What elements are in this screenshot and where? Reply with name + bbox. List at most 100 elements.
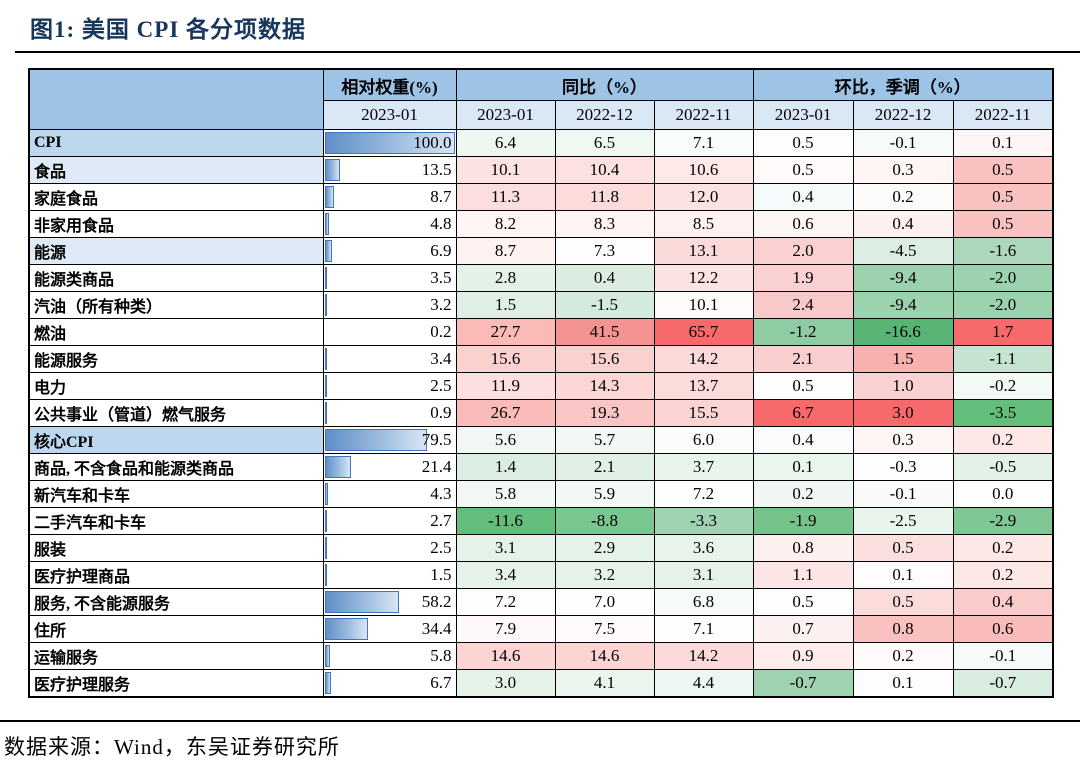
weight-value: 21.4 <box>421 457 452 476</box>
weight-value: 1.5 <box>430 565 452 584</box>
table-row: 二手汽车和卡车 2.7 -11.6 -8.8 -3.3 -1.9 -2.5 -2.9 <box>28 507 1054 535</box>
row-label: 服务, 不含能源服务 <box>28 588 324 616</box>
weight-bar <box>324 672 332 694</box>
weight-value: 2.5 <box>430 538 452 557</box>
value-cell: 7.0 <box>554 588 655 616</box>
weight-value: 6.9 <box>430 241 452 260</box>
value-cell: -1.9 <box>752 507 854 535</box>
value-cell: 0.5 <box>952 210 1054 238</box>
value-cell: 0.2 <box>952 426 1054 454</box>
row-label: 非家用食品 <box>28 210 324 238</box>
weight-cell: 0.9 <box>322 399 457 427</box>
value-cell: 14.2 <box>653 345 754 373</box>
value-cell: -8.8 <box>554 507 655 535</box>
row-label: 医疗护理服务 <box>28 669 324 697</box>
value-cell: 6.4 <box>455 129 556 157</box>
value-cell: 1.9 <box>752 264 854 292</box>
value-cell: 3.4 <box>455 561 556 589</box>
value-cell: 13.1 <box>653 237 754 265</box>
value-cell: 0.6 <box>952 615 1054 643</box>
table-row: CPI 100.0 6.4 6.5 7.1 0.5 -0.1 0.1 <box>28 129 1054 157</box>
value-cell: 2.4 <box>752 291 854 319</box>
value-cell: 10.1 <box>653 291 754 319</box>
value-cell: -9.4 <box>852 264 954 292</box>
value-cell: 0.2 <box>852 183 954 211</box>
weight-value: 6.7 <box>430 672 452 692</box>
weight-period-header: 2023-01 <box>322 100 457 130</box>
value-cell: -0.1 <box>952 642 1054 670</box>
value-cell: -1.2 <box>752 318 854 346</box>
weight-value: 5.8 <box>430 646 452 665</box>
value-cell: -2.0 <box>952 291 1054 319</box>
weight-value: 8.7 <box>430 187 452 206</box>
value-cell: 0.4 <box>554 264 655 292</box>
value-cell: -0.1 <box>852 129 954 157</box>
value-cell: 14.3 <box>554 372 655 400</box>
table-row: 能源类商品 3.5 2.8 0.4 12.2 1.9 -9.4 -2.0 <box>28 264 1054 292</box>
value-cell: -1.1 <box>952 345 1054 373</box>
value-cell: 11.9 <box>455 372 556 400</box>
value-cell: 8.3 <box>554 210 655 238</box>
value-cell: 3.0 <box>852 399 954 427</box>
value-cell: 4.1 <box>554 669 655 697</box>
value-cell: 3.1 <box>455 534 556 562</box>
table-row: 新汽车和卡车 4.3 5.8 5.9 7.2 0.2 -0.1 0.0 <box>28 480 1054 508</box>
weight-value: 2.5 <box>430 376 452 395</box>
data-source: 数据来源：Wind，东吴证券研究所 <box>4 735 340 759</box>
value-cell: 0.4 <box>752 183 854 211</box>
weight-cell: 8.7 <box>322 183 457 211</box>
table-row: 医疗护理服务 6.7 3.0 4.1 4.4 -0.7 0.1 -0.7 <box>28 669 1054 697</box>
value-cell: -2.0 <box>952 264 1054 292</box>
value-cell: 7.2 <box>653 480 754 508</box>
value-cell: 65.7 <box>653 318 754 346</box>
row-label: 燃油 <box>28 318 324 346</box>
value-cell: -16.6 <box>852 318 954 346</box>
value-cell: 0.5 <box>752 156 854 184</box>
row-label: 公共事业（管道）燃气服务 <box>28 399 324 427</box>
weight-bar <box>324 375 327 397</box>
weight-cell: 2.5 <box>322 372 457 400</box>
value-cell: 10.4 <box>554 156 655 184</box>
value-cell: 5.7 <box>554 426 655 454</box>
value-cell: 0.5 <box>952 183 1054 211</box>
value-cell: 7.5 <box>554 615 655 643</box>
weight-bar <box>324 240 332 262</box>
mom-period-header: 2022-12 <box>852 100 954 130</box>
table-row: 能源服务 3.4 15.6 15.6 14.2 2.1 1.5 -1.1 <box>28 345 1054 373</box>
value-cell: 0.5 <box>752 372 854 400</box>
weight-bar <box>324 645 331 667</box>
table-row: 公共事业（管道）燃气服务 0.9 26.7 19.3 15.5 6.7 3.0 -3.5 <box>28 399 1054 427</box>
yoy-period-header: 2022-12 <box>554 100 655 130</box>
table-row: 电力 2.5 11.9 14.3 13.7 0.5 1.0 -0.2 <box>28 372 1054 400</box>
value-cell: 8.5 <box>653 210 754 238</box>
weight-bar <box>324 564 327 586</box>
weight-cell: 2.5 <box>322 534 457 562</box>
value-cell: 4.4 <box>653 669 754 697</box>
weight-cell: 79.5 <box>322 426 457 454</box>
weight-cell: 3.2 <box>322 291 457 319</box>
value-cell: -0.7 <box>952 669 1054 697</box>
yoy-period-header: 2022-11 <box>653 100 754 130</box>
value-cell: 0.7 <box>752 615 854 643</box>
value-cell: 0.0 <box>952 480 1054 508</box>
weight-bar <box>324 294 327 316</box>
row-label: 电力 <box>28 372 324 400</box>
row-label: 住所 <box>28 615 324 643</box>
weight-value: 13.5 <box>421 160 452 179</box>
yoy-period-header: 2023-01 <box>455 100 556 130</box>
value-cell: 10.1 <box>455 156 556 184</box>
value-cell: 3.6 <box>653 534 754 562</box>
weight-cell: 4.8 <box>322 210 457 238</box>
weight-value: 58.2 <box>421 592 452 611</box>
weight-value: 4.8 <box>430 214 452 233</box>
value-cell: 3.7 <box>653 453 754 481</box>
row-label: 食品 <box>28 156 324 184</box>
value-cell: 1.7 <box>952 318 1054 346</box>
weight-bar <box>324 618 368 640</box>
value-cell: 0.4 <box>952 588 1054 616</box>
weight-cell: 6.7 <box>322 669 457 697</box>
weight-cell: 1.5 <box>322 561 457 589</box>
value-cell: -0.2 <box>952 372 1054 400</box>
value-cell: -0.5 <box>952 453 1054 481</box>
value-cell: 15.6 <box>554 345 655 373</box>
